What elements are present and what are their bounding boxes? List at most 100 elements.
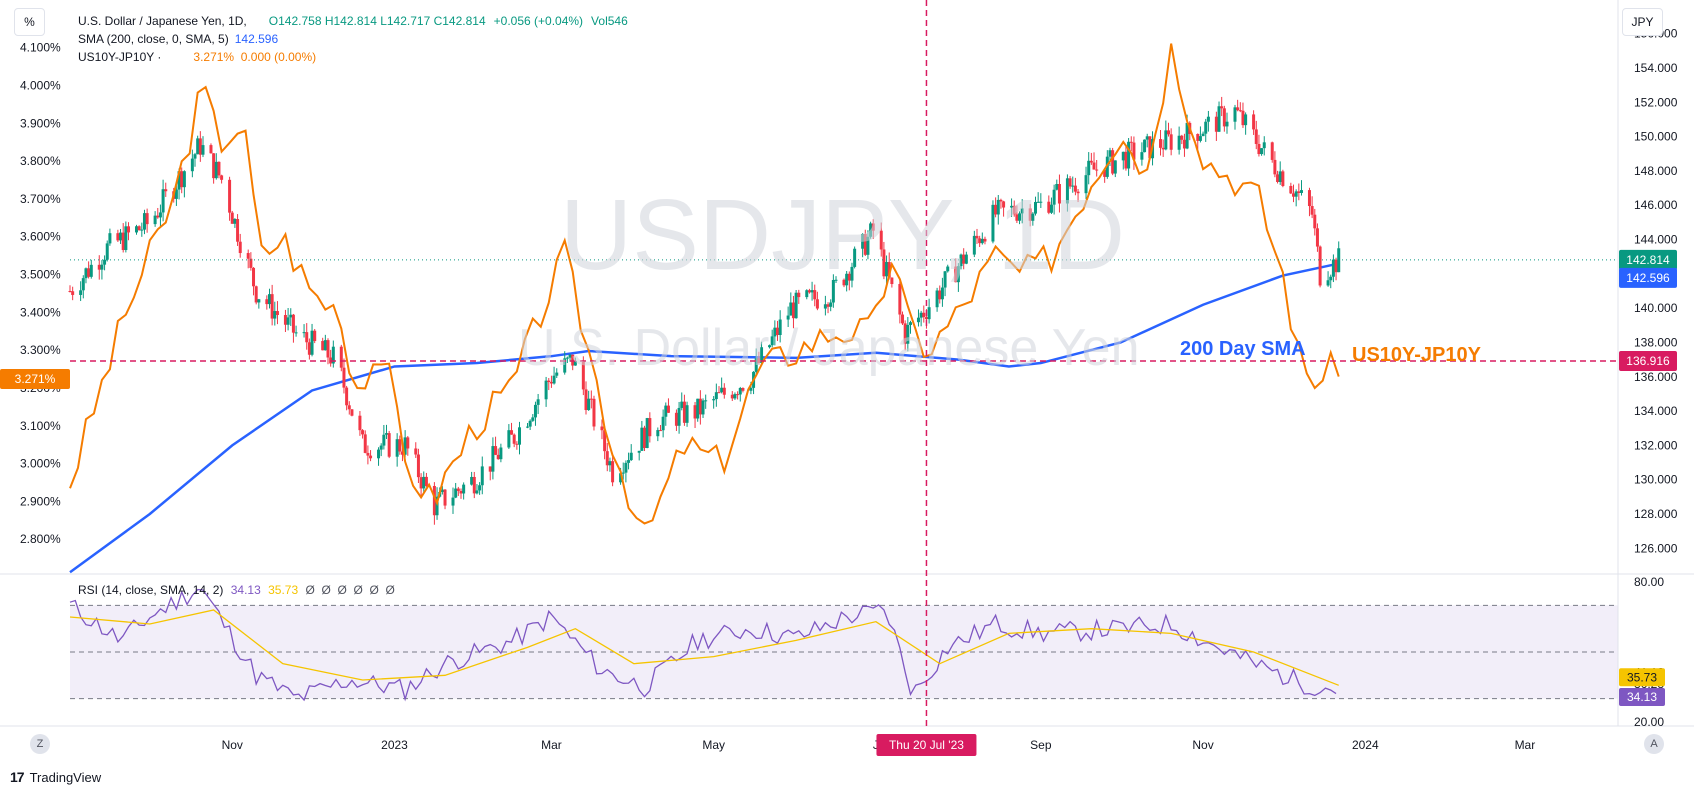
candle-body	[230, 212, 234, 224]
rsi-label[interactable]: RSI (14, close, SMA, 14, 2)	[78, 583, 224, 597]
candle-body	[361, 430, 365, 435]
rsi-marker-bg	[1619, 688, 1665, 707]
candle-body	[515, 443, 519, 445]
candle-body	[1307, 190, 1311, 207]
candle-body	[645, 418, 649, 448]
candle-body	[1028, 208, 1032, 221]
candle-body	[180, 171, 184, 188]
candle-body	[395, 439, 399, 457]
candle-body	[1222, 108, 1226, 127]
candle-body	[456, 488, 460, 491]
candle-body	[137, 226, 141, 231]
candle-body	[377, 449, 381, 459]
candle-body	[834, 279, 838, 281]
candle-body	[882, 249, 886, 277]
candle-body	[815, 299, 819, 309]
candle-body	[978, 238, 982, 244]
candle-body	[342, 367, 346, 388]
candle-body	[1281, 171, 1285, 186]
candle-body	[1278, 171, 1282, 182]
rsi-layer	[69, 588, 1339, 702]
candle-body	[847, 273, 851, 281]
candle-body	[531, 417, 535, 421]
candle-body	[1071, 185, 1075, 187]
candle-body	[1315, 228, 1319, 247]
crosshair-date-label-bg	[876, 734, 977, 756]
rsi-axis-tick: 20.00	[1634, 715, 1664, 729]
candle-body	[1236, 107, 1240, 111]
watermark-subtitle: U.S. Dollar / Japanese Yen	[518, 319, 1140, 377]
candle-body	[212, 153, 216, 179]
auto-scale-button[interactable]: A	[1644, 734, 1664, 754]
candle-body	[831, 279, 835, 303]
candle-body	[1010, 205, 1014, 208]
candle-body	[682, 401, 686, 423]
candle-body	[252, 267, 256, 287]
right-axis-tick: 128.000	[1634, 507, 1678, 521]
time-axis-tick: Sep	[1030, 738, 1052, 752]
candle-body	[190, 158, 194, 172]
candle-body	[273, 311, 277, 319]
candle-body	[749, 387, 753, 391]
candle-body	[563, 358, 567, 373]
sma-layer	[69, 262, 1339, 574]
right-scale-unit-button[interactable]: JPY	[1622, 8, 1663, 36]
candle-body	[807, 290, 811, 293]
price-marker-bg	[1619, 249, 1677, 270]
candle-body	[1031, 213, 1035, 221]
candle-body	[1140, 152, 1144, 160]
left-scale-unit-button[interactable]: %	[14, 8, 45, 36]
candle-body	[1244, 114, 1248, 126]
candle-body	[778, 319, 782, 336]
candle-body	[134, 226, 138, 233]
spread-values: 3.271% 0.000 (0.00%)	[193, 50, 317, 64]
candle-body	[898, 284, 902, 315]
candle-body	[1329, 276, 1333, 281]
candle-body	[1065, 178, 1069, 204]
candle-body	[1177, 135, 1181, 150]
candle-body	[267, 294, 271, 305]
candle-body	[443, 489, 447, 506]
candle-body	[994, 204, 998, 215]
tradingview-logo-icon[interactable]: 17	[10, 769, 25, 785]
candle-body	[462, 484, 466, 494]
candle-body	[1182, 139, 1186, 149]
candle-body	[757, 358, 761, 364]
axes-layer: 126.000 128.000 130.000 132.000 134.000 136.0…	[0, 27, 1678, 752]
candle-body	[416, 454, 420, 478]
candle-body	[983, 238, 987, 242]
spread-label[interactable]: US10Y-JP10Y ·	[78, 50, 162, 64]
candle-body	[1015, 214, 1019, 221]
candle-body	[424, 476, 428, 486]
sma-label[interactable]: SMA (200, close, 0, SMA, 5)	[78, 32, 229, 46]
candle-body	[1331, 259, 1335, 277]
candle-body	[565, 357, 569, 359]
candle-body	[1273, 159, 1277, 175]
right-axis-tick: 148.000	[1634, 164, 1678, 178]
zoom-button[interactable]: Z	[30, 734, 50, 754]
candle-body	[643, 427, 647, 448]
candle-body	[1148, 136, 1152, 159]
candle-body	[1326, 280, 1330, 286]
symbol-title[interactable]: U.S. Dollar / Japanese Yen, 1D,	[78, 14, 247, 28]
brand-name[interactable]: TradingView	[29, 769, 102, 785]
candle-body	[142, 213, 146, 230]
candle-body	[1132, 142, 1136, 160]
candle-body	[1238, 110, 1242, 112]
candle-body	[1270, 142, 1274, 160]
grid	[0, 0, 1694, 727]
candle-body	[100, 264, 104, 270]
price-marker-label: 3.271%	[15, 372, 56, 386]
candle-body	[701, 400, 705, 415]
right-axis-tick: 132.000	[1634, 438, 1678, 452]
candle-body	[664, 405, 668, 417]
candle-body	[435, 496, 439, 516]
candle-body	[637, 450, 641, 453]
candle-body	[581, 360, 585, 390]
rsi-marker-bg	[1619, 668, 1665, 687]
candle-body	[121, 232, 125, 251]
candle-body	[103, 259, 107, 265]
candle-body	[704, 400, 708, 402]
candle-body	[693, 405, 697, 419]
candle-body	[738, 388, 742, 395]
